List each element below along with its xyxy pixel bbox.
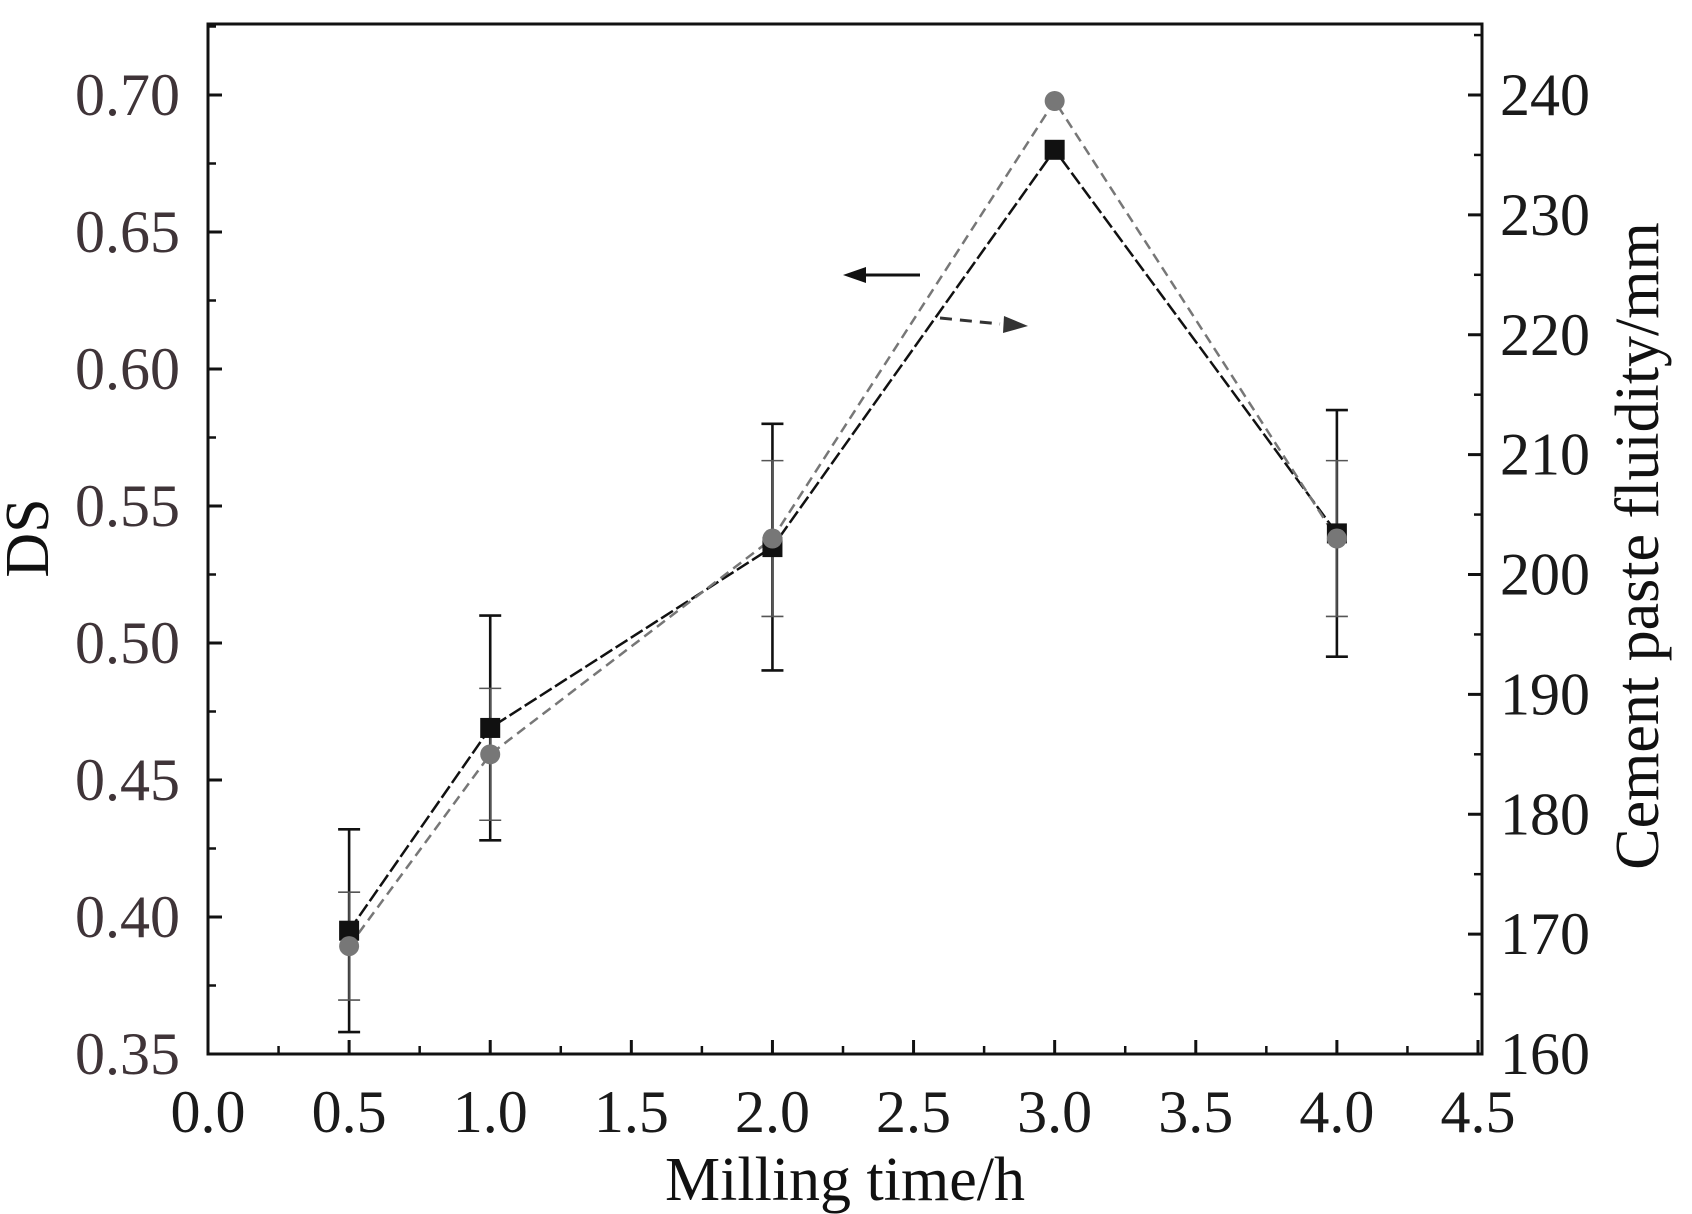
x-tick-label: 4.0: [1299, 1079, 1374, 1145]
y-tick-label: 0.70: [75, 62, 180, 128]
series-line-2: [348, 98, 1338, 947]
square-marker: [480, 717, 501, 738]
y2-tick-label: 210: [1500, 422, 1590, 488]
x-tick-label: 2.0: [735, 1079, 810, 1145]
circle-marker: [480, 744, 501, 765]
x-tick-label: 1.5: [594, 1079, 669, 1145]
x-tick-label: 3.5: [1158, 1079, 1233, 1145]
circle-marker: [1326, 528, 1347, 549]
series-lines: [348, 98, 1338, 947]
plot-border: [206, 22, 1484, 1056]
y2-tick-label: 170: [1500, 901, 1590, 967]
y-tick-label: 0.50: [75, 610, 180, 676]
tick-labels: 0.0 0.5 1.0 1.5 2.0 2.5 3.0 3.5 4.0 4.5 0.35 0.40 0.…: [75, 62, 1590, 1145]
circle-marker: [1044, 90, 1065, 111]
y2-tick-label: 240: [1500, 62, 1590, 128]
square-marker: [1044, 139, 1065, 160]
annotations: [843, 267, 1028, 333]
square-marker: [339, 920, 360, 941]
y2-tick-label: 200: [1500, 542, 1590, 608]
x-axis-title: Milling time/h: [665, 1146, 1025, 1214]
y-tick-label: 0.35: [75, 1021, 180, 1087]
y-tick-label: 0.55: [75, 473, 180, 539]
left-arrow-annotation: [843, 267, 920, 283]
y-tick-label: 0.65: [75, 199, 180, 265]
y-tick-label: 0.60: [75, 336, 180, 402]
y-tick-label: 0.40: [75, 884, 180, 950]
y2-tick-label: 190: [1500, 661, 1590, 727]
y2-tick-label: 160: [1500, 1021, 1590, 1087]
axis-ticks: [206, 25, 1482, 1056]
y2-axis-title: Cement paste fluidity/mm: [1604, 222, 1672, 869]
y-axis-title: DS: [0, 498, 62, 577]
y2-tick-label: 220: [1500, 302, 1590, 368]
y2-tick-label: 230: [1500, 182, 1590, 248]
series-markers: [339, 90, 1347, 957]
x-tick-label: 2.5: [876, 1079, 951, 1145]
circle-marker: [762, 528, 783, 549]
x-tick-label: 3.0: [1017, 1079, 1092, 1145]
circle-marker: [339, 936, 360, 957]
y-tick-label: 0.45: [75, 747, 180, 813]
right-arrow-annotation: [939, 316, 1028, 333]
series-line-1: [348, 147, 1338, 932]
y2-tick-label: 180: [1500, 781, 1590, 847]
x-tick-label: 1.0: [453, 1079, 528, 1145]
plot-frame: [206, 22, 1484, 1056]
x-tick-label: 0.5: [312, 1079, 387, 1145]
x-tick-label: 0.0: [171, 1079, 246, 1145]
x-tick-label: 4.5: [1441, 1079, 1516, 1145]
